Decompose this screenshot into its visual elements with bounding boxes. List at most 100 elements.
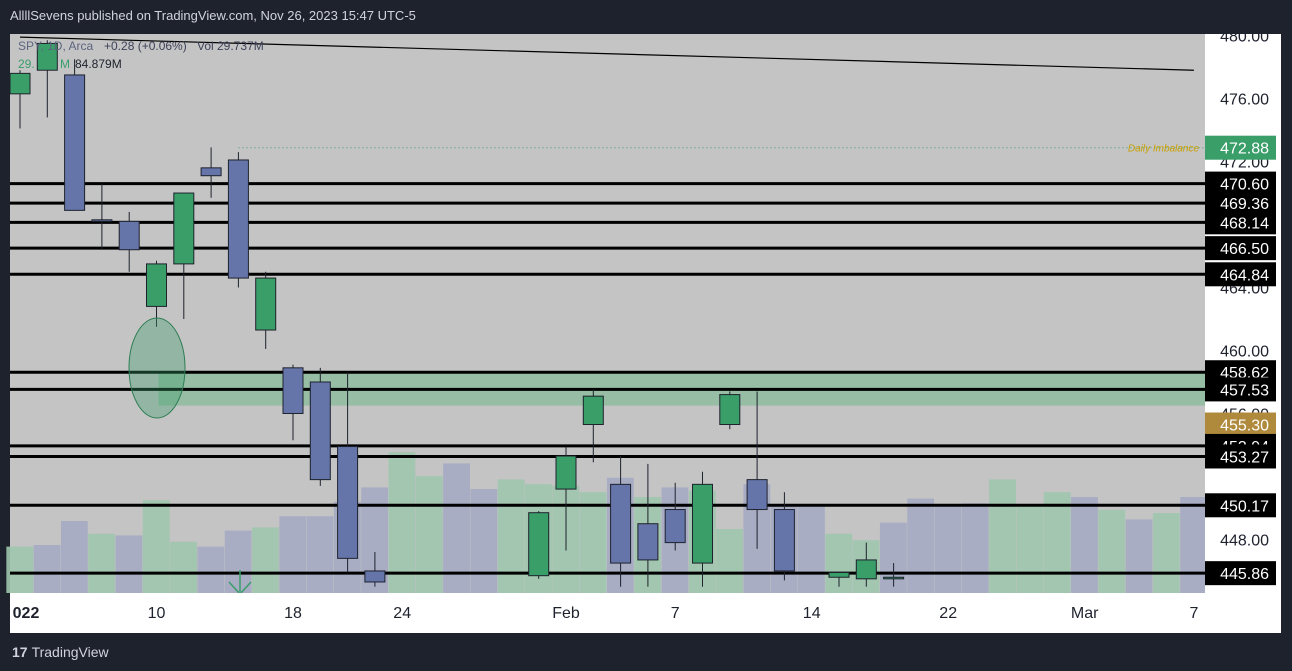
time-axis[interactable] [10,593,1281,633]
price-label-bg [1205,561,1276,586]
highlight-ellipse [128,317,186,419]
price-label: 469.36 [1220,196,1269,213]
legend-change: +0.28 (+0.06%) [104,39,187,53]
candle-body [91,219,113,222]
tradingview-logo[interactable]: 17 TradingView [12,644,109,660]
candle-body [337,446,359,559]
volume-bar [388,452,416,593]
volume-bar [1180,497,1208,593]
candle-body [173,192,195,265]
volume-bar [142,500,170,593]
price-label: 470.60 [1220,177,1269,194]
time-tick: 22 [939,605,957,622]
volume-bar [989,479,1016,593]
volume-bar [716,529,743,593]
time-tick: 7 [1189,605,1198,622]
candle-body [200,167,222,177]
time-tick: 24 [393,605,411,622]
tradingview-logo-icon: 17 [12,644,28,660]
legend-vol1: 29. [18,57,35,71]
volume-bar [88,533,116,593]
legend-vol1-suffix: M [60,57,70,71]
volume-bar [1043,492,1071,593]
volume-bar [224,530,252,593]
price-label-bg [1205,493,1276,518]
candle-body [610,483,632,564]
candle-body [883,576,905,580]
volume-bar [907,498,935,593]
candle-body [364,570,386,583]
legend-vol-label: Vol [197,39,214,53]
level-lines [10,36,1205,575]
candle-body [255,277,277,331]
volume-bar [33,545,61,593]
candle-body [282,367,304,414]
candle-body [146,263,167,307]
candle-body [828,572,850,578]
time-ticks: 022 10 18 24 Feb 7 14 22 Mar 7 [13,605,1199,622]
time-tick: 022 [13,605,40,622]
candle-body [719,394,741,426]
volume-bar [1071,497,1098,593]
volume-bar [170,541,197,593]
time-tick: Feb [552,605,580,622]
volume-bar [415,476,443,593]
price-label: 445.86 [1220,566,1269,583]
price-label: 466.50 [1220,241,1269,258]
volume-bar [197,546,225,593]
volume-bar [1098,509,1126,593]
price-tick: 460.00 [1220,344,1269,361]
volume-bar [798,506,825,593]
candle-body [746,479,768,511]
price-label: 453.27 [1220,449,1269,466]
candle-body [309,381,331,481]
price-label: 455.30 [1220,418,1269,435]
candle-body [118,220,140,251]
volume-bar [497,479,525,593]
price-label-bg [1205,377,1276,402]
candles [9,40,905,587]
price-label-bg [1205,236,1276,261]
time-tick: 18 [284,605,302,622]
price-label: 457.53 [1220,382,1269,399]
candle-body [9,72,31,95]
volume-bar [6,546,34,593]
volume-bar [579,492,607,593]
price-labels: 472.88470.60469.36468.14466.50464.84458.… [1205,135,1276,586]
time-tick: 14 [803,605,821,622]
volume-bar [1125,519,1153,593]
price-label-bg [1205,444,1276,469]
volume-bar [1152,513,1180,593]
volume-bar [279,516,307,593]
price-label-bg [1205,262,1276,287]
candle-body [36,42,58,71]
price-label: 468.14 [1220,215,1269,232]
candle-body [855,559,877,580]
footer: 17 TradingView [0,634,1292,671]
candle-body [637,523,659,561]
volume-bar [252,527,279,593]
volume-bar [1016,506,1044,593]
legend-vol-value: 29.737M [217,39,264,53]
imbalance-label: Daily Imbalance [1128,144,1200,155]
volume-bar [306,516,334,593]
volume-bar [115,535,143,593]
time-tick: Mar [1071,605,1099,622]
tradingview-logo-text: TradingView [31,644,109,660]
price-label: 464.84 [1220,267,1269,284]
publish-info: AllllSevens published on TradingView.com… [10,8,416,23]
volume-bar [934,505,962,593]
price-label-bg [1205,210,1276,235]
candle-body [528,512,550,577]
price-tick: 448.00 [1220,532,1269,549]
candle-body [582,395,604,426]
candle-body [64,74,86,211]
price-label: 450.17 [1220,498,1269,515]
legend-symbol: SPY, 1D, Arca [18,39,93,53]
price-tick: 476.00 [1220,92,1269,109]
legend: SPY, 1D, Arca +0.28 (+0.06%) Vol 29.737M… [18,39,264,71]
volume-bar [443,463,470,593]
time-tick: 10 [148,605,166,622]
volume-bar [961,503,989,593]
